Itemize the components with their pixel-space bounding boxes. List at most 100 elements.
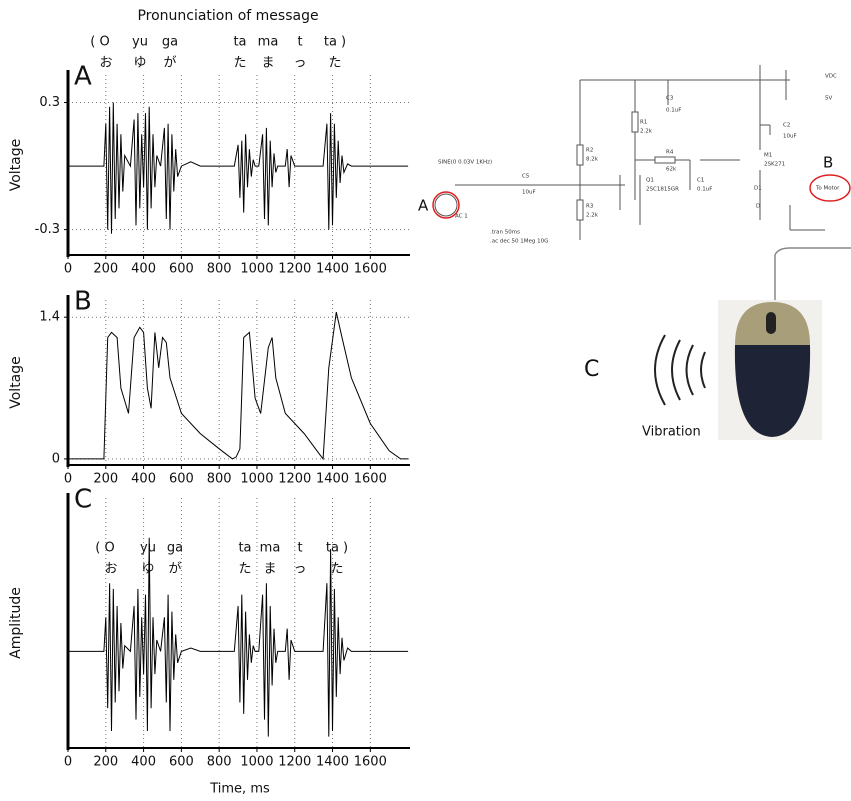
resistor <box>576 199 584 221</box>
syllable-romaji: ( O <box>95 541 114 556</box>
highlight-a <box>432 191 460 219</box>
circuit-label: 0.1uF <box>666 108 681 114</box>
circuit-label: VDC <box>825 74 837 80</box>
y-axis-label: Amplitude <box>8 587 24 659</box>
highlight-b <box>809 174 851 202</box>
label-c: C <box>584 357 599 382</box>
x-tick-label: 1600 <box>354 472 387 487</box>
circuit-label: 10uF <box>522 190 536 196</box>
panel-label: A <box>74 62 92 92</box>
circuit-label: 2SC1815GR <box>646 187 679 193</box>
circuit-label: .ac dec 50 1Meg 10G <box>490 239 548 245</box>
x-axis-label: Time, ms <box>209 782 270 797</box>
syllable-kana: っ <box>293 562 306 577</box>
x-tick-label: 1200 <box>278 755 311 770</box>
resistor <box>576 144 584 166</box>
x-tick-label: 1200 <box>278 472 311 487</box>
x-tick-label: 0 <box>64 262 72 277</box>
syllable-kana: た <box>238 562 251 577</box>
mouse-wheel <box>766 312 776 334</box>
label-a: A <box>418 197 429 215</box>
circuit-label: .tran 50ms <box>490 230 520 236</box>
circuit-label: 0.1uF <box>697 187 712 193</box>
circuit: SINE(0 0.03V 1KHz) AC 1 .tran 50ms .ac d… <box>418 65 851 245</box>
panel-label: C <box>74 485 92 515</box>
x-tick-label: 1000 <box>240 755 273 770</box>
x-tick-label: 600 <box>169 262 194 277</box>
y-tick-label: 1.4 <box>39 310 60 325</box>
syllable-kana: た <box>330 562 343 577</box>
circuit-label: 2SK271 <box>764 162 785 168</box>
syllable-kana: が <box>163 56 176 71</box>
circuit-label: 2.2k <box>640 129 653 135</box>
circuit-label: M1 <box>764 153 772 159</box>
x-tick-label: 400 <box>131 262 156 277</box>
circuit-label: R1 <box>640 120 647 126</box>
circuit-label: R4 <box>666 150 674 156</box>
x-tick-label: 600 <box>169 755 194 770</box>
x-tick-label: 800 <box>207 262 232 277</box>
x-tick-label: 1600 <box>354 262 387 277</box>
y-axis-label: Voltage <box>8 356 24 409</box>
syllable-kana: ゆ <box>133 56 146 71</box>
y-tick-label: -0.3 <box>35 222 60 237</box>
chart-title: Pronunciation of message <box>137 8 318 24</box>
circuit-label: Q1 <box>646 178 654 184</box>
circuit-label: AC 1 <box>455 214 468 220</box>
syllable-romaji: ga <box>167 541 183 556</box>
syllable-romaji: ga <box>162 35 178 50</box>
syllable-kana: ま <box>261 56 274 71</box>
syllable-kana: た <box>328 56 341 71</box>
syllable-romaji: ma <box>260 541 281 556</box>
mouse-body <box>734 345 811 437</box>
x-tick-label: 1600 <box>354 755 387 770</box>
syllable-romaji: ta <box>238 541 251 556</box>
panel-label: B <box>74 287 92 317</box>
x-tick-label: 400 <box>131 472 156 487</box>
syllable-romaji: ( O <box>90 35 109 50</box>
source <box>434 193 458 217</box>
x-tick-label: 200 <box>93 262 118 277</box>
x-tick-label: 200 <box>93 472 118 487</box>
x-tick-label: 400 <box>131 755 156 770</box>
syllable-romaji: t <box>297 541 302 556</box>
syllable-kana: が <box>168 562 181 577</box>
circuit-label: 8.2k <box>586 157 599 163</box>
y-tick-label: 0 <box>52 451 60 466</box>
label-b: B <box>823 154 833 172</box>
circuit-label: C5 <box>522 174 530 180</box>
charts: 0 200 400 600 800 1000 1200 1400 1600 -0.3 0.3 A Vol… <box>8 8 410 797</box>
syllable-romaji: ta ) <box>326 541 348 556</box>
circuit-label: 2.2k <box>586 213 599 219</box>
x-tick-label: 1400 <box>316 262 349 277</box>
vibration-arcs <box>654 334 706 406</box>
x-tick-label: 1400 <box>316 755 349 770</box>
mouse-photo: C Vibration <box>584 247 851 440</box>
signal-line <box>68 311 409 461</box>
syllable-romaji: ta ) <box>324 35 346 50</box>
x-tick-label: 1000 <box>240 262 273 277</box>
x-tick-label: 800 <box>207 755 232 770</box>
circuit-label: 10uF <box>783 134 797 140</box>
circuit-label: C1 <box>697 178 704 184</box>
circuit-label: R3 <box>586 204 594 210</box>
y-tick-label: 0.3 <box>39 95 60 110</box>
circuit-label: SINE(0 0.03V 1KHz) <box>438 160 492 166</box>
signal-line <box>68 102 409 234</box>
resistor <box>654 156 676 164</box>
cable <box>774 247 851 300</box>
x-tick-label: 0 <box>64 755 72 770</box>
circuit-label: R2 <box>586 148 593 154</box>
x-tick-label: 800 <box>207 472 232 487</box>
circuit-label: 62k <box>666 167 677 173</box>
syllable-romaji: yu <box>132 35 148 50</box>
circuit-label: C3 <box>666 96 674 102</box>
x-tick-label: 1200 <box>278 262 311 277</box>
syllable-kana: お <box>104 562 117 577</box>
circuit-label: D <box>756 204 760 210</box>
syllable-romaji: ta <box>233 35 246 50</box>
syllable-romaji: yu <box>140 541 156 556</box>
syllable-kana: お <box>99 56 112 71</box>
